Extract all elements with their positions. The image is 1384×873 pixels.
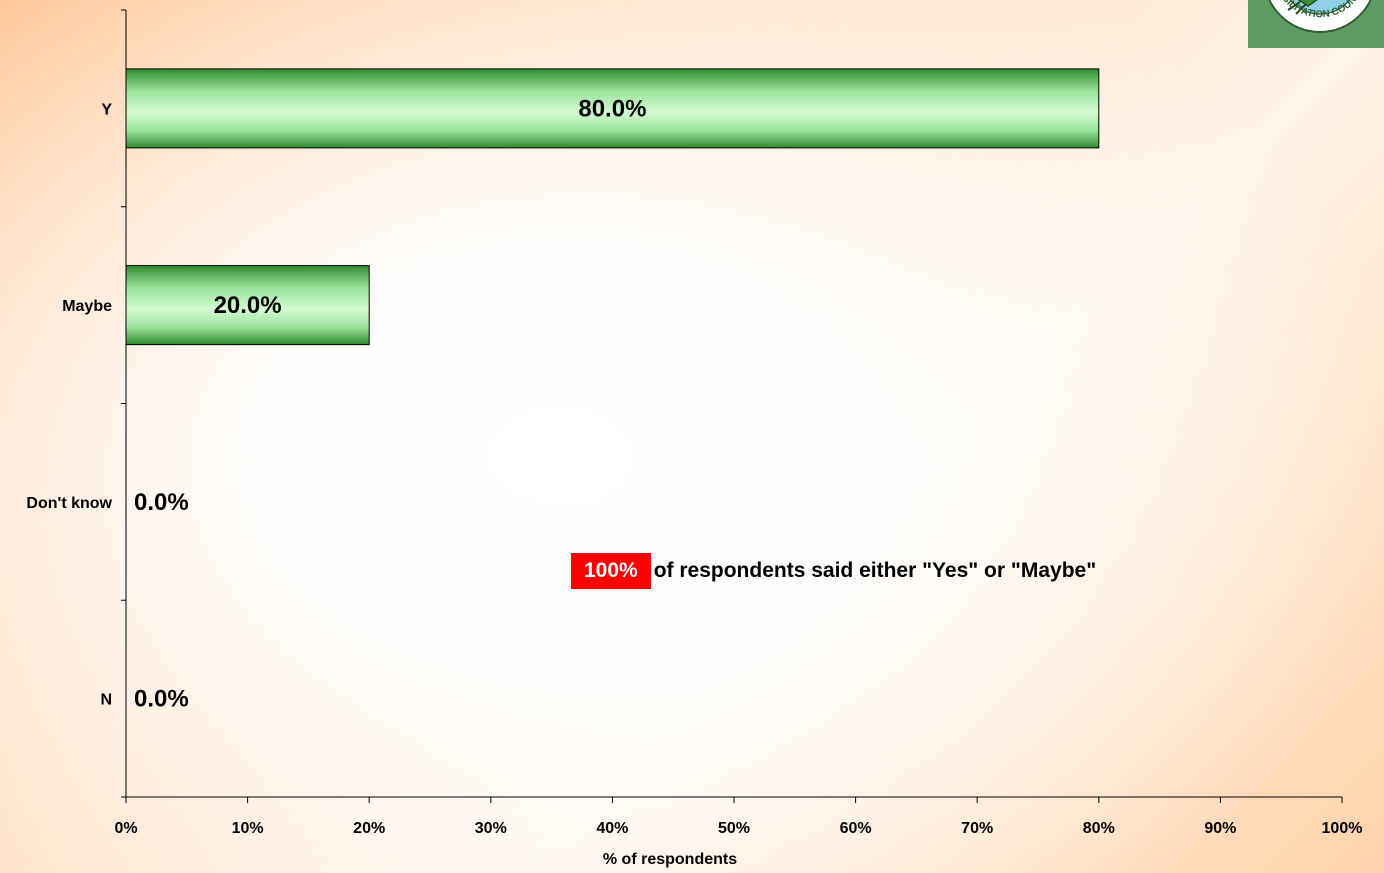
y-category-label: N: [100, 692, 112, 709]
x-tick-label: 0%: [114, 820, 137, 837]
bar: [125, 68, 1100, 149]
data-label: 0.0%: [134, 686, 189, 713]
x-tick-label: 90%: [1204, 820, 1236, 837]
x-tick-label: 60%: [840, 820, 872, 837]
x-tick-label: 80%: [1083, 820, 1115, 837]
y-category-label: Y: [101, 101, 112, 118]
bar: [125, 265, 370, 346]
bird-emblem-icon: HABILITATION COUNCIL: [1248, 0, 1384, 48]
council-logo: HABILITATION COUNCIL: [1248, 0, 1384, 48]
data-label: 80.0%: [578, 95, 646, 122]
x-tick-label: 30%: [475, 820, 507, 837]
y-category-label: Don't know: [26, 495, 112, 512]
x-tick-label: 50%: [718, 820, 750, 837]
x-tick-label: 70%: [961, 820, 993, 837]
x-tick-label: 20%: [353, 820, 385, 837]
x-axis-title: % of respondents: [603, 851, 737, 868]
x-tick-label: 40%: [596, 820, 628, 837]
x-tick-label: 100%: [1322, 820, 1363, 837]
y-category-label: Maybe: [62, 298, 112, 315]
annotation-highlight: 100%: [571, 553, 651, 589]
data-label: 20.0%: [214, 292, 282, 319]
x-tick-label: 10%: [232, 820, 264, 837]
labels: 0% 10% 20% 30% 40% 50% 60% 70% 80% 90% 100% % of re…: [26, 95, 1362, 868]
bars: [125, 68, 1100, 346]
data-label: 0.0%: [134, 489, 189, 516]
annotation-text: of respondents said either "Yes" or "May…: [653, 559, 1097, 582]
annotation-callout: 100% of respondents said either "Yes" or…: [571, 553, 1096, 589]
